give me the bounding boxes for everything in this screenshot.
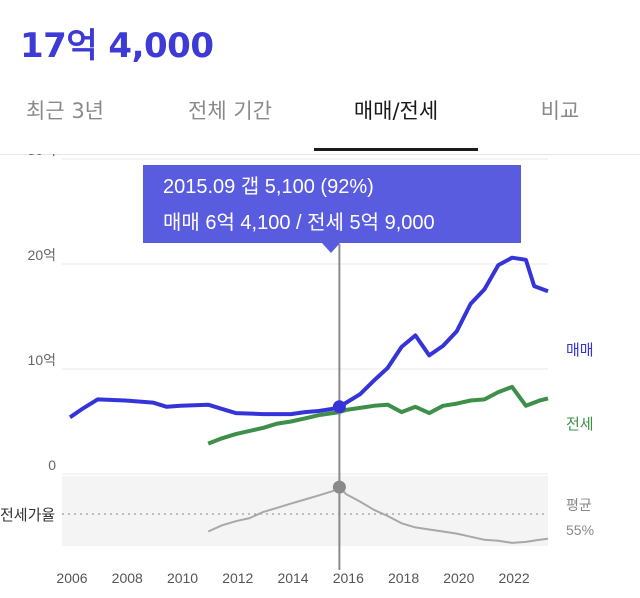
active-tab-indicator — [314, 148, 478, 151]
x-tick-label: 2008 — [112, 570, 143, 586]
price-chart[interactable]: 30억20억10억0 20062008201020122014201620182… — [0, 154, 640, 598]
y-tick-label: 0 — [48, 457, 56, 473]
chart-grid — [62, 158, 548, 475]
tab-recent-3-years[interactable]: 최근 3년 — [26, 99, 104, 123]
x-tick-label: 2012 — [222, 570, 253, 586]
y-tick-label: 10억 — [28, 352, 56, 368]
x-tick-label: 2018 — [388, 570, 419, 586]
x-tick-label: 2014 — [277, 570, 308, 586]
x-tick-label: 2016 — [333, 570, 364, 586]
period-tabs: 최근 3년 전체 기간 매매/전세 비교 — [0, 88, 640, 155]
ratio-highlight-point — [332, 480, 346, 494]
tab-sale-jeonse[interactable]: 매매/전세 — [353, 99, 439, 123]
legend-sale: 매매 — [566, 342, 594, 359]
average-value: 55% — [566, 522, 594, 538]
y-axis-ticks: 30억 20억 10억 0 — [28, 154, 57, 473]
x-axis-ticks: 2006 2008 2010 2012 2014 2016 2018 2020 2022 — [56, 570, 529, 586]
jeonse-price-line — [207, 384, 549, 446]
ratio-axis-label: 전세가율 — [0, 507, 55, 524]
x-tick-label: 2022 — [499, 570, 530, 586]
x-tick-label: 2010 — [167, 570, 198, 586]
sale-price-line — [68, 255, 549, 419]
tab-compare[interactable]: 비교 — [540, 99, 580, 123]
tooltip-arrow — [322, 243, 340, 253]
sale-highlight-point — [332, 400, 346, 414]
tab-all-period[interactable]: 전체 기간 — [188, 99, 272, 123]
x-tick-label: 2006 — [56, 570, 87, 586]
y-tick-label: 20억 — [28, 247, 56, 263]
current-price: 17억 4,000 — [20, 26, 214, 66]
x-tick-label: 2020 — [443, 570, 474, 586]
jeonse-ratio-line — [207, 486, 549, 544]
tooltip-prices: 매매 6억 4,100 / 전세 5억 9,000 — [163, 212, 435, 234]
average-label: 평균 — [566, 497, 592, 513]
tooltip-date-gap: 2015.09 갭 5,100 (92%) — [163, 176, 374, 198]
y-tick-label: 30억 — [28, 154, 56, 158]
highlight-tooltip: 2015.09 갭 5,100 (92%) 매매 6억 4,100 / 전세 5… — [143, 165, 521, 243]
highlight-markers — [332, 400, 346, 494]
ratio-band — [62, 476, 548, 546]
legend-jeonse: 전세 — [566, 416, 594, 433]
